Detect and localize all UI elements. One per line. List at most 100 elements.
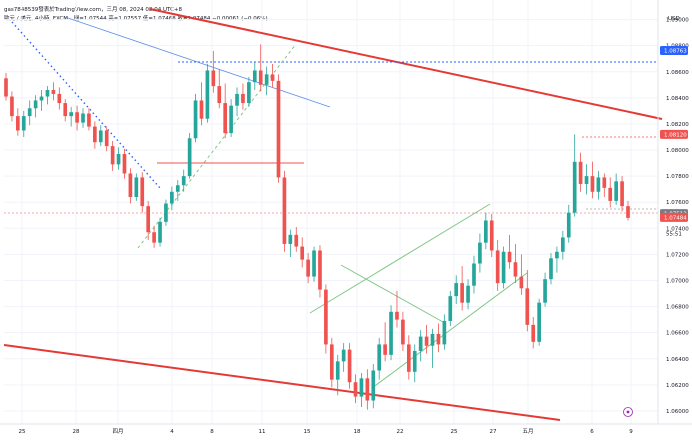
candle-body — [324, 289, 328, 345]
candle-body — [252, 70, 257, 83]
x-tick-label: 22 — [397, 429, 404, 435]
price-tag-label: 1.08763 — [664, 48, 687, 54]
x-tick-label: 6 — [590, 429, 594, 435]
candle-body — [128, 173, 133, 197]
candle-body — [45, 90, 50, 97]
candle-body — [235, 93, 239, 106]
candle-body — [181, 176, 186, 186]
candle-body — [93, 126, 97, 143]
candle-body — [489, 220, 494, 251]
candle-body — [614, 181, 618, 201]
candle-body — [276, 80, 281, 178]
candle-body — [16, 116, 20, 131]
x-tick-label: 9 — [629, 429, 633, 435]
candle-body — [578, 161, 583, 184]
red-trend-upper — [149, 8, 663, 120]
candle-body — [39, 96, 44, 101]
candle-body — [549, 258, 553, 280]
candle-body — [525, 288, 530, 325]
y-tick-label: 1.06600 — [666, 331, 689, 337]
candle-body — [258, 70, 263, 85]
green-cross-line — [340, 264, 444, 323]
candle-body — [395, 311, 399, 320]
candle-body — [561, 237, 565, 252]
x-tick-label: 4 — [170, 429, 174, 435]
drawings-layer — [3, 8, 663, 421]
candle-body — [187, 138, 192, 177]
candle-body — [193, 100, 198, 139]
event-marker-icon[interactable] — [623, 407, 633, 417]
candle-body — [572, 161, 577, 213]
green-channel-upper — [309, 203, 491, 314]
x-tick-label: 四月 — [112, 428, 123, 435]
candle-body — [146, 206, 151, 233]
candle-body — [164, 203, 168, 222]
x-tick-label: 25 — [19, 429, 26, 435]
y-tick-label: 1.09000 — [666, 18, 689, 24]
candle-body — [389, 311, 393, 355]
candle-body — [371, 370, 376, 401]
candle-body — [4, 78, 8, 97]
candle-body — [134, 177, 139, 197]
candle-body — [596, 177, 601, 192]
time-axis[interactable]: 25 28 四月 4 8 11 15 18 22 25 27 五月 6 9 — [0, 423, 692, 435]
candle-body — [341, 349, 346, 362]
candle-body — [531, 324, 536, 342]
y-tick-label: 1.08000 — [666, 148, 689, 154]
candle-body — [495, 250, 500, 284]
price-axis[interactable]: USD 1.06000 1.06200 1.06400 1.06600 1.06800 1.… — [657, 0, 689, 424]
candle-body — [10, 96, 14, 117]
candle-body — [478, 242, 482, 264]
candle-body — [383, 344, 387, 355]
candle-body — [460, 283, 464, 303]
candle-body — [241, 93, 245, 104]
y-tick-label: 1.07800 — [666, 174, 689, 180]
y-tick-label: 1.07200 — [666, 252, 689, 258]
candle-body — [335, 361, 340, 380]
candle-body — [264, 74, 269, 85]
price-tag-bg — [660, 45, 688, 55]
candle-body — [211, 70, 216, 87]
candle-body — [75, 112, 79, 123]
candle-body — [347, 349, 352, 383]
candle-body — [199, 100, 204, 119]
candle-body — [442, 320, 447, 345]
candle-body — [590, 176, 595, 192]
candle-body — [406, 344, 411, 372]
candle-body — [401, 319, 405, 345]
candle-body — [329, 344, 334, 380]
currency-label: USD — [668, 16, 680, 22]
symbol-info: 歐元 / 美元, 4小時, FXCM 開=1.07544 高=1.07557 低… — [4, 14, 268, 22]
candle-body — [412, 350, 417, 372]
candle-body — [87, 113, 91, 127]
y-tick-label: 1.06800 — [666, 305, 689, 311]
candle-body — [312, 250, 316, 277]
candle-body — [51, 90, 56, 94]
ohlc-readout: 開=1.07544 高=1.07557 低=1.07468 收=1.07484 … — [73, 16, 268, 22]
price-tag-label: 1.08120 — [664, 132, 687, 138]
candle-body — [175, 185, 180, 192]
candle-body — [626, 206, 630, 218]
price-tag-bg — [660, 212, 688, 222]
y-tick-label: 1.06000 — [666, 409, 689, 415]
chart-title: gas7848539發表於TradingView.com，三月 08, 2024… — [4, 7, 183, 13]
candle-body — [288, 234, 293, 244]
candle-body — [294, 234, 299, 247]
candle-body — [424, 336, 429, 346]
candle-body — [430, 333, 435, 346]
candle-body — [122, 153, 127, 174]
candle-body — [229, 105, 233, 134]
candle-body — [602, 177, 607, 188]
candle-body — [110, 146, 115, 165]
y-tick-label: 1.06200 — [666, 383, 689, 389]
y-tick-label: 1.08200 — [666, 122, 689, 128]
candle-body — [448, 296, 453, 321]
candle-body — [282, 177, 287, 244]
candle-body — [217, 86, 222, 104]
y-tick-label: 1.07600 — [666, 200, 689, 206]
candle-body — [300, 246, 305, 260]
x-tick-label: 五月 — [522, 428, 533, 435]
price-tag-bg — [660, 129, 688, 139]
candle-body — [306, 259, 310, 277]
